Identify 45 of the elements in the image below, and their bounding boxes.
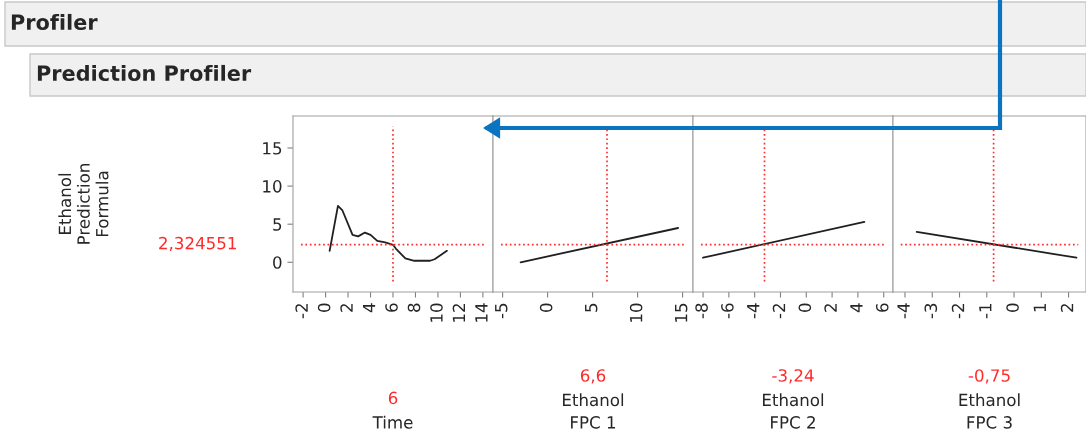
x-tick-label: 1 bbox=[1033, 303, 1046, 312]
x-tick-label: -2 bbox=[295, 304, 308, 319]
x-axis-title: Time bbox=[372, 415, 413, 429]
x-tick-label: -2 bbox=[951, 304, 965, 319]
text: Profiler bbox=[11, 13, 98, 31]
x-tick-label: -1 bbox=[979, 303, 992, 319]
x-tick-label: -8 bbox=[695, 303, 708, 319]
x-tick-label: -6 bbox=[721, 303, 734, 319]
x-tick-label: 2 bbox=[1060, 304, 1074, 312]
x-tick-label: 2 bbox=[824, 304, 837, 312]
x-tick-label: -2 bbox=[772, 304, 786, 319]
x-tick-label: 6 bbox=[875, 303, 889, 312]
x-tick-label: 0 bbox=[539, 303, 553, 312]
x-tick-label: 5 bbox=[585, 303, 598, 312]
y-axis-title: Ethanol Prediction Formula bbox=[58, 164, 109, 244]
ref-line-label: -0,75 bbox=[968, 369, 1010, 384]
x-tick-label: 2 bbox=[340, 304, 353, 312]
y-tick-label: 10 bbox=[263, 180, 282, 193]
x-tick-label: 8 bbox=[407, 303, 421, 312]
y-tick-label: 5 bbox=[273, 218, 282, 231]
x-axis-title: Ethanol FPC 3 bbox=[959, 393, 1020, 429]
x-tick-label: 0 bbox=[1006, 303, 1019, 312]
x-tick-label: -4 bbox=[897, 303, 910, 319]
x-axis-title: Ethanol FPC 2 bbox=[763, 393, 824, 429]
x-tick-label: 4 bbox=[362, 303, 376, 313]
x-tick-label: 0 bbox=[317, 303, 331, 312]
y-tick-label: 0 bbox=[273, 256, 282, 269]
x-tick-label: -5 bbox=[495, 303, 508, 319]
chart-subtitle: Prediction Profiler bbox=[37, 64, 252, 82]
x-axis-title: Ethanol FPC 1 bbox=[563, 393, 624, 429]
ref-line-label: 2,324551 bbox=[159, 236, 236, 252]
x-tick-label: 15 bbox=[675, 303, 688, 322]
ref-line-label: 6,6 bbox=[580, 369, 606, 384]
ref-line-label: 6 bbox=[388, 391, 398, 405]
y-tick-label: 15 bbox=[263, 142, 282, 155]
x-tick-label: 4 bbox=[850, 303, 863, 313]
x-tick-label: 10 bbox=[430, 303, 443, 322]
x-tick-label: 0 bbox=[798, 303, 812, 312]
x-tick-label: -4 bbox=[747, 303, 760, 319]
x-tick-label: 14 bbox=[475, 303, 488, 322]
x-tick-label: 12 bbox=[452, 304, 466, 322]
x-tick-label: 10 bbox=[629, 303, 643, 322]
x-tick-label: 6 bbox=[385, 303, 398, 312]
x-tick-label: -3 bbox=[924, 303, 938, 319]
ref-line-label: -3,24 bbox=[772, 369, 814, 384]
